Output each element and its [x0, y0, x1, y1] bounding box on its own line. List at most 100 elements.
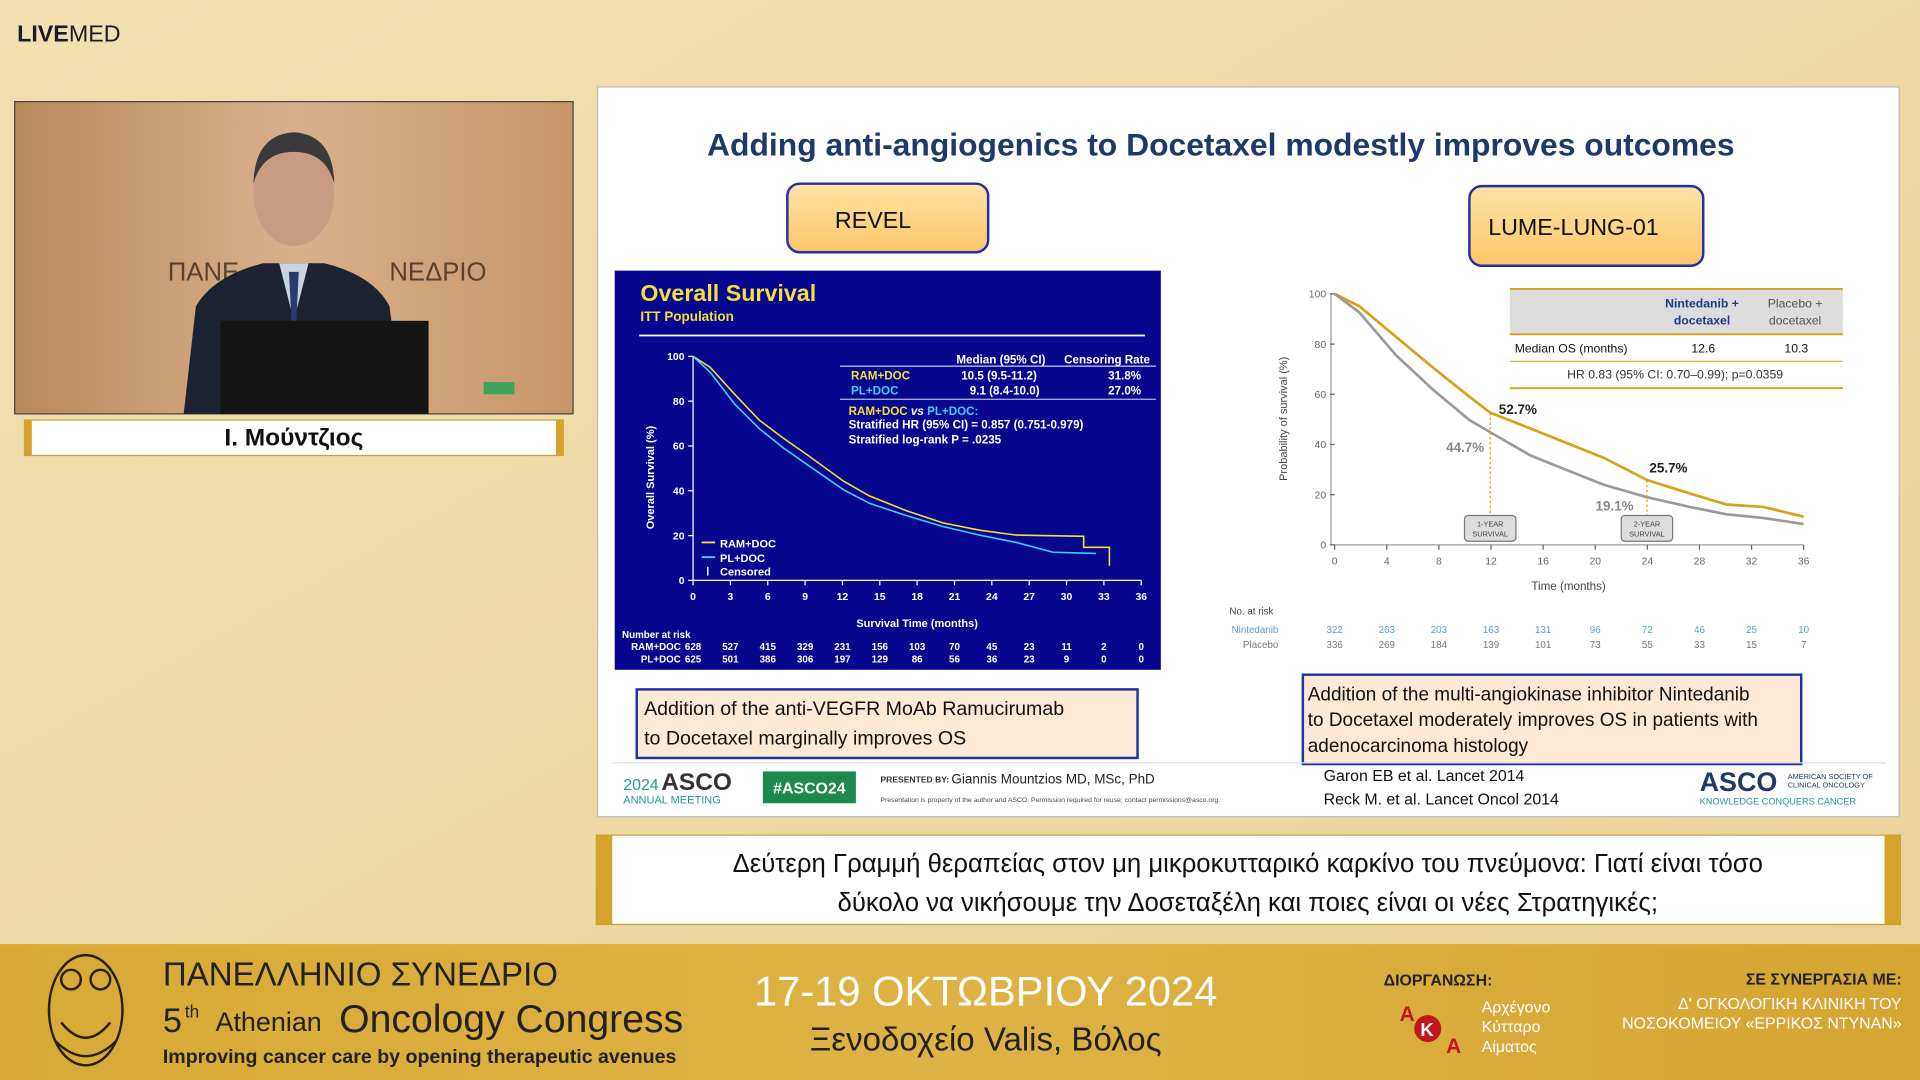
oncology-congress: Oncology Congress: [339, 998, 683, 1041]
at-risk-value: 23: [1024, 654, 1035, 665]
x-tick-label: 24: [986, 592, 998, 603]
table-header: Placebo +: [1768, 296, 1823, 310]
y-tick-label: 40: [1315, 440, 1327, 451]
at-risk-value: 625: [685, 654, 702, 665]
table-cell: 27.0%: [1108, 384, 1142, 397]
athenian: Athenian: [216, 1007, 322, 1037]
x-tick-label: 12: [837, 592, 849, 603]
at-risk-title: Number at risk: [622, 630, 691, 641]
at-risk-value: 36: [986, 654, 997, 665]
at-risk-value: 628: [685, 642, 702, 653]
partner: Δ' ΟΓΚΟΛΟΓΙΚΗ ΚΛΙΝΙΚΗ ΤΟΥ: [1678, 996, 1902, 1013]
annotation: 25.7%: [1649, 461, 1687, 476]
legend-label: RAM+DOC: [720, 538, 776, 550]
caption-line: to Docetaxel moderately improves OS in p…: [1308, 710, 1758, 731]
at-risk-value: 15: [1746, 640, 1757, 651]
x-tick-label: 36: [1135, 592, 1147, 603]
x-tick-label: 12: [1485, 556, 1497, 567]
at-risk-value: 103: [909, 642, 926, 653]
y-tick-label: 80: [673, 397, 685, 408]
table-cell: Median OS (months): [1515, 342, 1628, 356]
x-tick-label: 36: [1798, 556, 1810, 567]
marker-label: 1-YEAR: [1477, 520, 1503, 529]
at-risk-value: 129: [872, 654, 889, 665]
meeting-logo: ASCO: [661, 769, 732, 796]
at-risk-value: 70: [949, 642, 960, 653]
at-risk-value: 197: [834, 654, 851, 665]
reference: Garon EB et al. Lancet 2014: [1324, 768, 1525, 785]
at-risk-value: 55: [1642, 640, 1653, 651]
table-header: Nintedanib +: [1665, 296, 1739, 310]
name-bar-accent: [24, 420, 32, 456]
subtitle-accent: [596, 835, 613, 925]
y-tick-label: 40: [673, 486, 685, 497]
name-bar: [23, 419, 564, 457]
disclaimer: Presentation is property of the author a…: [880, 797, 1220, 804]
km-curve: [1333, 292, 1804, 526]
lume-chart: Nintedanib + docetaxel Placebo + docetax…: [1229, 288, 1843, 651]
at-risk-value: 33: [1694, 640, 1705, 651]
x-axis-label: Time (months): [1531, 580, 1606, 593]
partner: ΝΟΣΟΚΟΜΕΙΟΥ «ΕΡΡΙΚΟΣ ΝΤΥΝΑΝ»: [1622, 1016, 1902, 1033]
at-risk-value: 0: [1138, 642, 1144, 653]
at-risk-name: PL+DOC: [641, 654, 681, 665]
x-tick-label: 8: [1436, 556, 1442, 567]
table-header: docetaxel: [1769, 313, 1821, 327]
x-tick-label: 20: [1589, 556, 1601, 567]
organizer-logo: Κ: [1420, 1019, 1434, 1040]
x-tick-label: 30: [1061, 592, 1073, 603]
x-tick-label: 0: [1332, 556, 1338, 567]
at-risk-value: 2: [1101, 642, 1107, 653]
subtitle-line: δύκολο να νικήσουμε την Δοσεταξέλη και π…: [838, 889, 1658, 917]
chart-title: Overall Survival: [640, 280, 816, 306]
table-cell: 12.6: [1691, 342, 1715, 356]
caption-line: Addition of the multi-angiokinase inhibi…: [1308, 684, 1750, 705]
at-risk-name: Nintedanib: [1232, 625, 1279, 636]
y-tick-label: 80: [1315, 340, 1327, 351]
at-risk-value: 46: [1694, 625, 1705, 636]
at-risk-value: 322: [1327, 625, 1343, 636]
owl-logo: [47, 953, 124, 1067]
at-risk-value: 86: [912, 654, 923, 665]
organizer: Αρχέγονο: [1482, 1000, 1551, 1017]
table-cell: PL+DOC: [851, 384, 899, 397]
caption-box: [1301, 673, 1803, 766]
at-risk-value: 9: [1064, 654, 1070, 665]
table-header: Median (95% CI): [956, 354, 1045, 367]
asco-sub: CLINICAL ONCOLOGY: [1788, 780, 1865, 789]
y-tick-label: 100: [667, 352, 685, 363]
table-cell: RAM+DOC: [851, 370, 911, 383]
caption-box: [635, 688, 1139, 760]
organizer-logo: Α: [1446, 1035, 1461, 1058]
marker-label: SURVIVAL: [1472, 529, 1508, 538]
annotation: 19.1%: [1596, 499, 1634, 514]
km-curve: [1334, 292, 1804, 519]
at-risk-value: 73: [1590, 640, 1601, 651]
venue: Ξενοδοχείο Valis, Βόλος: [810, 1022, 1162, 1059]
y-tick-label: 100: [1309, 290, 1327, 301]
at-risk-value: 0: [1101, 654, 1107, 665]
organizer: Αίματος: [1482, 1039, 1537, 1056]
table-header: docetaxel: [1674, 313, 1730, 327]
at-risk-value: 336: [1327, 640, 1344, 651]
annotation: 52.7%: [1499, 402, 1537, 417]
km-curve: [692, 355, 1096, 555]
at-risk-value: 269: [1379, 640, 1395, 651]
chart-subtitle: ITT Population: [640, 309, 733, 324]
subtitle-accent: [1884, 835, 1901, 925]
table-cell: 10.5 (9.5-11.2): [961, 370, 1037, 383]
caption-line: to Docetaxel marginally improves OS: [644, 727, 966, 749]
at-risk-value: 139: [1483, 640, 1499, 651]
y-tick-label: 60: [1315, 390, 1327, 401]
y-tick-label: 60: [673, 442, 685, 453]
table-cell: 10.3: [1784, 342, 1808, 356]
x-tick-label: 15: [874, 592, 886, 603]
at-risk-value: 101: [1535, 640, 1551, 651]
slide-title: Adding anti-angiogenics to Docetaxel mod…: [707, 127, 1735, 163]
table-header: Censoring Rate: [1064, 354, 1150, 367]
comparison-arm: RAM+DOC: [849, 405, 909, 418]
at-risk-value: 25: [1746, 625, 1757, 636]
at-risk-value: 23: [1024, 642, 1035, 653]
at-risk-value: 163: [1483, 625, 1500, 636]
